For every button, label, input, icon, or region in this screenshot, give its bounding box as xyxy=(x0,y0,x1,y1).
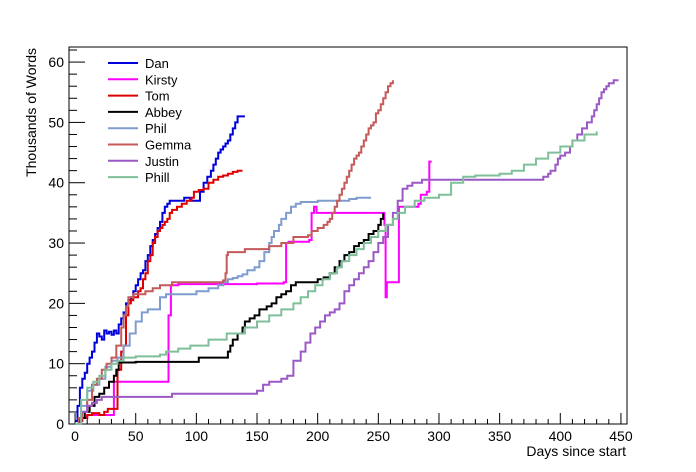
y-tick-label: 20 xyxy=(48,295,64,311)
axes: 0 50 100 150 200 250 300 350 400 450 0 10 20 30 40 50 60 xyxy=(48,49,633,444)
legend-label-kirsty: Kirsty xyxy=(145,72,178,87)
series-line-abbey xyxy=(75,212,385,425)
y-tick-label: 0 xyxy=(56,416,64,432)
legend-label-abbey: Abbey xyxy=(145,105,182,120)
plot-frame xyxy=(68,46,628,425)
x-tick-label: 50 xyxy=(128,428,144,444)
y-tick-label: 10 xyxy=(48,356,64,372)
x-tick-label: 200 xyxy=(306,428,330,444)
x-tick-label: 0 xyxy=(71,428,79,444)
x-tick-label: 400 xyxy=(549,428,573,444)
series-line-phill xyxy=(75,131,598,425)
legend-label-tom: Tom xyxy=(145,89,170,104)
series-line-tom xyxy=(75,169,243,425)
legend-label-phill: Phill xyxy=(145,170,170,185)
x-axis-title: Days since start xyxy=(526,443,626,459)
x-tick-label: 450 xyxy=(609,428,633,444)
y-axis-title: Thousands of Words xyxy=(23,48,39,177)
series-line-kirsty xyxy=(75,160,432,425)
x-tick-label: 150 xyxy=(245,428,269,444)
x-tick-label: 250 xyxy=(367,428,391,444)
series-line-justin xyxy=(75,79,619,425)
series-line-gemma xyxy=(75,80,394,425)
y-tick-label: 50 xyxy=(48,114,64,130)
legend-label-phil: Phil xyxy=(145,121,167,136)
series-line-dan xyxy=(75,115,245,422)
y-tick-label: 60 xyxy=(48,54,64,70)
legend-label-justin: Justin xyxy=(145,154,179,169)
x-tick-label: 350 xyxy=(488,428,512,444)
series-lines xyxy=(75,79,619,425)
x-tick-label: 100 xyxy=(185,428,209,444)
y-tick-label: 30 xyxy=(48,235,64,251)
y-tick-label: 40 xyxy=(48,175,64,191)
series-line-phil xyxy=(75,196,371,425)
legend-label-dan: Dan xyxy=(145,56,169,71)
legend-label-gemma: Gemma xyxy=(145,138,192,153)
x-tick-label: 300 xyxy=(427,428,451,444)
